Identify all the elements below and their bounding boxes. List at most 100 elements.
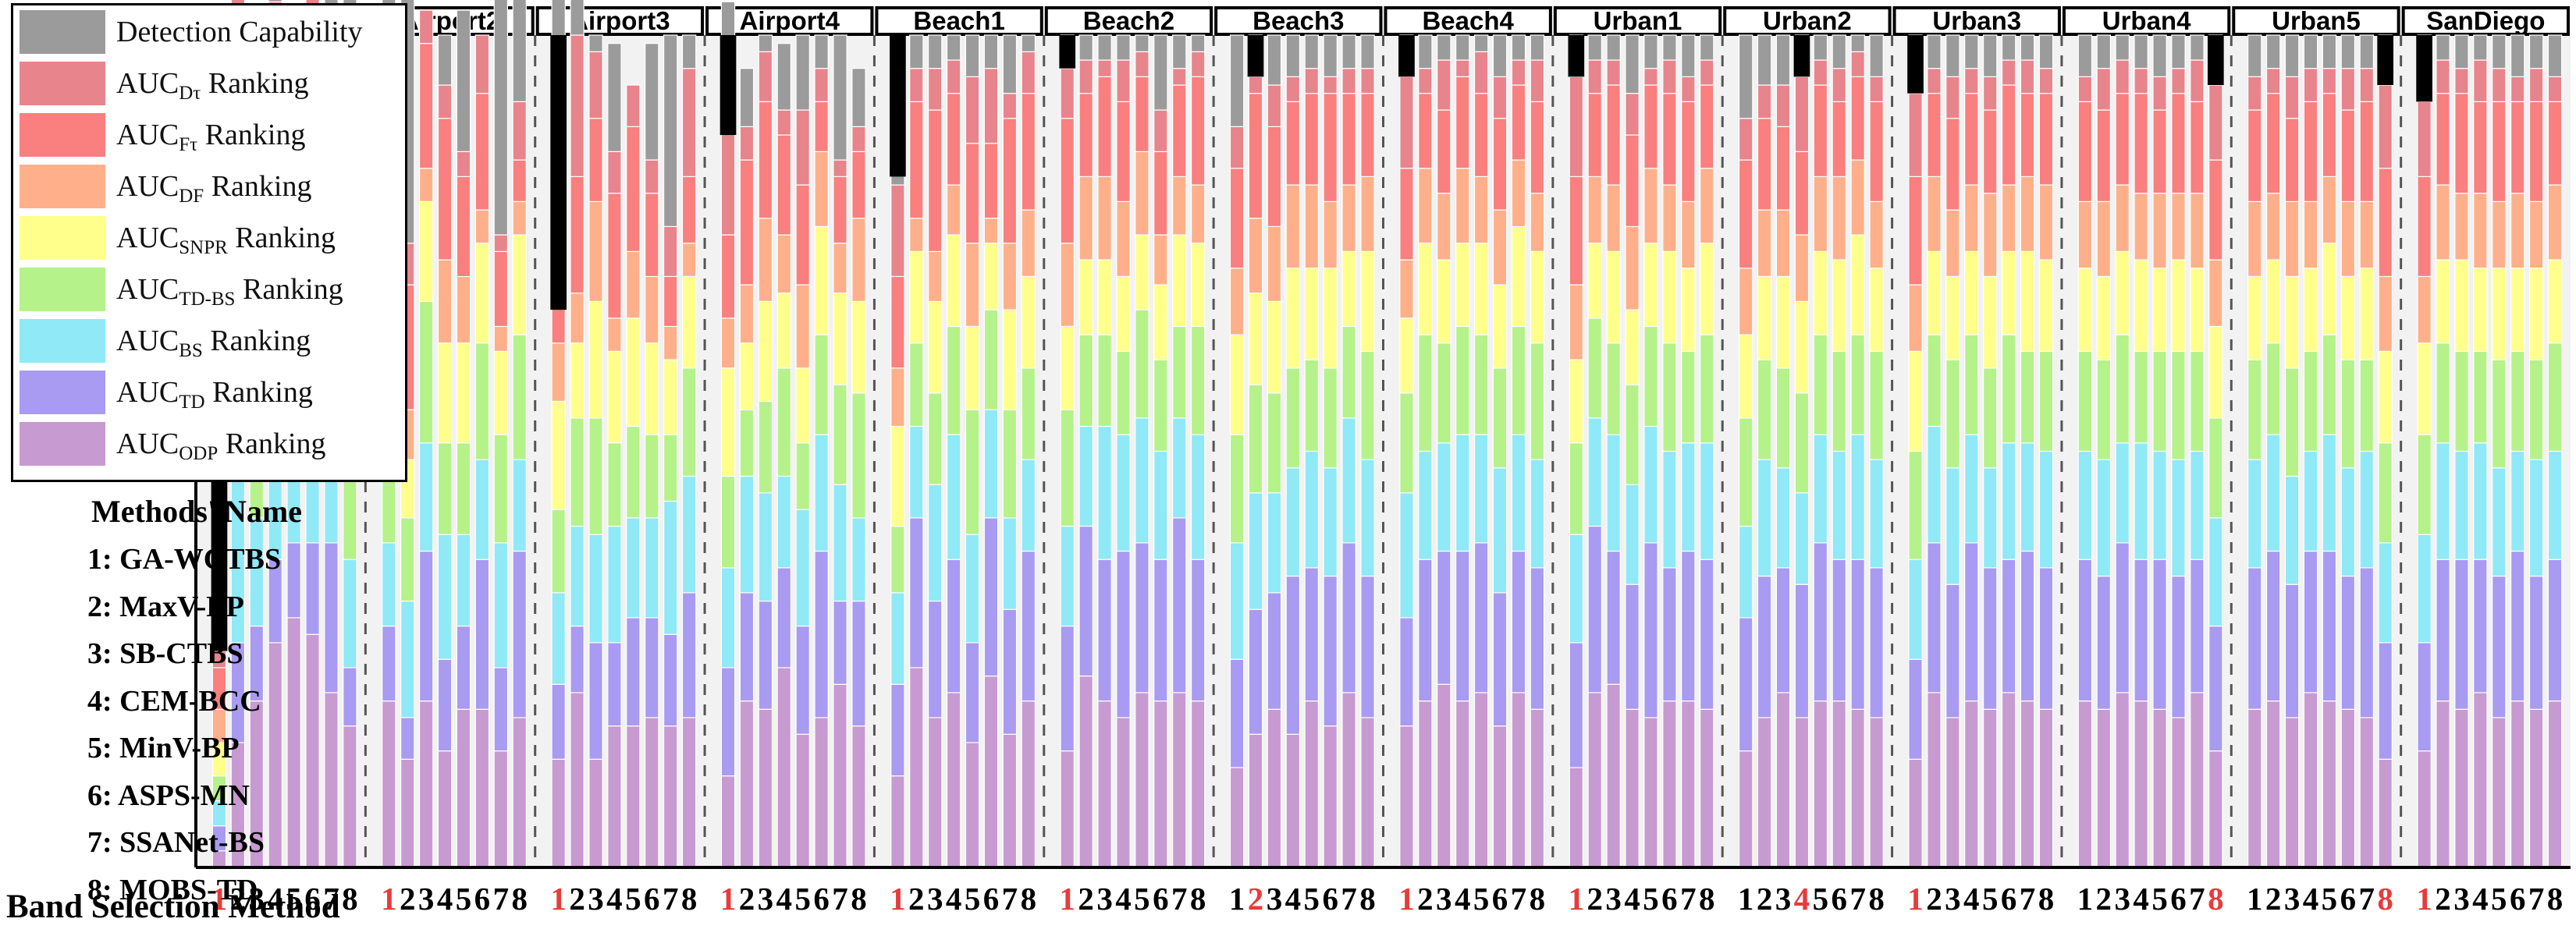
bar-segment bbox=[1511, 159, 1526, 228]
bar-segment bbox=[1399, 168, 1414, 261]
bar-segment bbox=[663, 34, 678, 228]
bar-segment bbox=[1437, 259, 1451, 344]
bar-segment bbox=[2152, 450, 2167, 560]
bar-segment bbox=[2436, 34, 2450, 61]
bar-segment bbox=[720, 234, 736, 319]
bar-segment bbox=[1700, 708, 1714, 868]
bar-segment bbox=[1097, 425, 1112, 560]
bar-segment bbox=[2096, 275, 2112, 360]
bar-segment bbox=[2473, 559, 2488, 693]
bar-segment bbox=[2454, 259, 2469, 353]
bar-segment bbox=[2265, 434, 2281, 552]
bar-segment bbox=[456, 625, 471, 710]
bar-segment bbox=[833, 384, 847, 485]
bar-segment bbox=[2359, 101, 2374, 202]
bar-segment bbox=[1002, 517, 1018, 610]
tick-label: 2 bbox=[230, 881, 247, 917]
bar-segment bbox=[2492, 717, 2507, 868]
bar-segment bbox=[1172, 34, 1187, 69]
bar-segment bbox=[1794, 492, 1810, 585]
bar-segment bbox=[1945, 717, 1960, 868]
tick-label: 5 bbox=[794, 881, 811, 917]
bar-segment bbox=[795, 184, 810, 286]
bar-segment bbox=[1700, 442, 1714, 560]
bar-segment bbox=[2359, 68, 2374, 102]
bar-segment bbox=[890, 425, 905, 527]
bar-segment bbox=[1060, 68, 1075, 119]
bar-segment bbox=[1850, 434, 1865, 560]
bar-segment bbox=[2436, 93, 2450, 186]
bar-segment bbox=[1662, 450, 1677, 569]
best-method-marker bbox=[720, 35, 737, 136]
bar-segment bbox=[2001, 692, 2016, 868]
bar-segment bbox=[1775, 692, 1791, 868]
bar-segment bbox=[1700, 559, 1714, 710]
bar-segment bbox=[2322, 93, 2337, 177]
bar-segment bbox=[1738, 750, 1753, 868]
bar-segment bbox=[1625, 484, 1640, 585]
bar-segment bbox=[2247, 76, 2262, 111]
bar-segment bbox=[663, 500, 678, 635]
bar-segment bbox=[1606, 250, 1621, 344]
tick-label: 2 bbox=[1586, 881, 1603, 917]
tick-label: 3 bbox=[1436, 881, 1452, 917]
bar-segment bbox=[2190, 34, 2205, 61]
tick-label: 7 bbox=[493, 881, 510, 917]
bar-segment bbox=[1455, 59, 1470, 77]
bar-segment bbox=[1945, 359, 1960, 469]
bar-segment bbox=[1982, 467, 1998, 569]
bar-segment bbox=[1569, 642, 1584, 768]
tick-label: 6 bbox=[1832, 881, 1848, 917]
bar-segment bbox=[1832, 559, 1846, 702]
bar-segment bbox=[1569, 76, 1584, 177]
bar-segment bbox=[814, 225, 829, 335]
bar-segment bbox=[1964, 68, 1979, 94]
bar-segment bbox=[1455, 700, 1470, 868]
bar-segment bbox=[2038, 184, 2054, 261]
bar-segment bbox=[928, 484, 943, 602]
best-method-marker bbox=[1793, 35, 1810, 77]
bar-segment bbox=[437, 118, 453, 261]
bar-segment bbox=[474, 342, 490, 460]
bar-segment bbox=[588, 300, 603, 419]
bar-segment bbox=[1681, 200, 1696, 269]
bar-segment bbox=[2190, 692, 2205, 868]
bar-segment bbox=[1587, 176, 1602, 244]
bar-segment bbox=[1060, 750, 1075, 868]
bar-segment bbox=[758, 218, 773, 303]
bar-segment bbox=[1078, 34, 1093, 61]
tick-label: 6 bbox=[1661, 881, 1678, 917]
bar-segment bbox=[2190, 101, 2205, 194]
bar-segment bbox=[1399, 259, 1414, 319]
bar-segment bbox=[1982, 193, 1998, 278]
legend-subscript: DF bbox=[179, 186, 204, 207]
bar-segment bbox=[681, 717, 697, 868]
bar-segment bbox=[2378, 168, 2393, 278]
bar-segment bbox=[1982, 567, 1998, 710]
bar-segment bbox=[2473, 692, 2488, 868]
bar-segment bbox=[758, 400, 773, 494]
bar-segment bbox=[1832, 450, 1846, 560]
bar-segment bbox=[2417, 434, 2432, 535]
bar-segment bbox=[1738, 417, 1753, 527]
bar-segment bbox=[1643, 34, 1658, 69]
legend-suffix: Ranking bbox=[201, 67, 309, 100]
tick-label: 5 bbox=[1134, 881, 1150, 917]
bar-segment bbox=[2247, 275, 2262, 360]
bar-segment bbox=[1172, 234, 1187, 328]
bar-segment bbox=[833, 484, 847, 602]
bar-segment bbox=[1021, 700, 1036, 868]
bar-segment bbox=[2190, 350, 2205, 452]
bar-segment bbox=[1248, 93, 1263, 219]
bar-segment bbox=[2020, 93, 2035, 177]
bar-segment bbox=[456, 442, 471, 535]
tick-label-best: 1 bbox=[890, 881, 906, 917]
panel-title: Airport4 bbox=[740, 6, 840, 35]
bar-segment bbox=[2417, 176, 2432, 278]
bar-segment bbox=[946, 692, 961, 868]
bar-segment bbox=[2038, 34, 2054, 69]
bar-segment bbox=[2303, 34, 2318, 69]
legend-label: AUC bbox=[116, 170, 179, 203]
bar-segment bbox=[2303, 68, 2318, 102]
bar-segment bbox=[1964, 250, 1979, 335]
